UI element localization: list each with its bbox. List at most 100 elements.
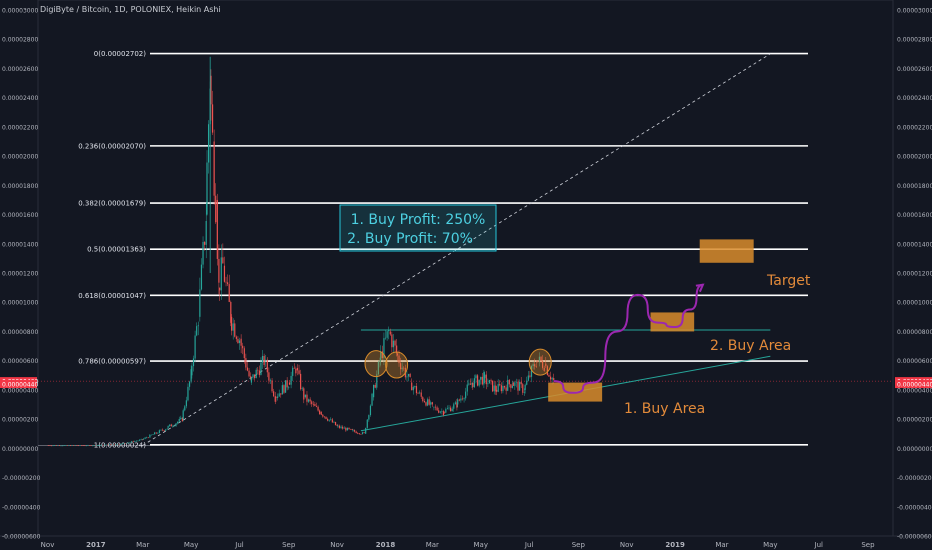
- candle-body: [360, 434, 362, 435]
- candle-body: [84, 445, 86, 447]
- candle-body: [204, 241, 206, 245]
- candle-body: [406, 376, 408, 378]
- candle-body: [61, 445, 64, 447]
- candle-body: [441, 411, 443, 412]
- current-price-label: 0.00000440: [897, 382, 932, 389]
- candle-body: [484, 374, 486, 379]
- candle-body: [137, 440, 139, 442]
- candle-body: [369, 405, 372, 416]
- x-tick-label: Nov: [620, 541, 634, 549]
- y-tick-label-right: -0.00000600: [897, 534, 932, 541]
- candle-body: [463, 398, 465, 400]
- candle-body: [238, 340, 241, 343]
- candle-body: [426, 399, 429, 406]
- candle-body: [471, 383, 473, 385]
- candle-body: [534, 364, 536, 367]
- candle-body: [493, 385, 495, 392]
- profit-line-2: 2. Buy Profit: 70%: [347, 231, 473, 247]
- candle-body: [210, 75, 212, 105]
- candle-body: [457, 399, 459, 405]
- x-axis: Nov 2017 Mar May Jul Sep Nov 2018 Mar May Jul Sep No…: [41, 541, 875, 549]
- zone-target: [699, 239, 754, 263]
- candle-body: [325, 416, 327, 419]
- candle-body: [468, 383, 470, 385]
- candles: [47, 56, 555, 447]
- candle-body: [420, 392, 422, 397]
- candle-body: [211, 104, 214, 133]
- candle-body: [307, 399, 310, 402]
- fib-level-label: 0.786(0.00000597): [78, 358, 146, 366]
- candle-body: [157, 433, 159, 434]
- candle-body: [223, 265, 226, 282]
- candle-body: [250, 377, 253, 383]
- plot-frame: [37, 0, 894, 537]
- candle-body: [368, 415, 370, 420]
- candle-body: [100, 444, 103, 446]
- candle-body: [532, 364, 534, 366]
- y-tick-label-left: 0.00002800: [2, 37, 38, 44]
- candle-body: [88, 445, 91, 446]
- y-tick-label-left: 0.00003000: [2, 8, 38, 15]
- candle-body: [430, 402, 432, 405]
- candle-body: [127, 442, 130, 444]
- candle-body: [121, 443, 123, 445]
- y-tick-label-left: 0.00000400: [2, 387, 38, 394]
- candle-body: [232, 323, 234, 331]
- candle-body: [328, 419, 330, 421]
- candle-body: [102, 444, 104, 446]
- candle-body: [374, 384, 376, 388]
- candle-body: [74, 445, 76, 446]
- candle-body: [165, 429, 167, 431]
- candle-body: [281, 385, 283, 395]
- candle-body: [52, 445, 54, 447]
- candle-body: [448, 407, 450, 409]
- y-tick-label-left: -0.00000400: [2, 504, 41, 511]
- candle-body: [57, 445, 59, 446]
- candle-body: [438, 410, 440, 413]
- candle-body: [192, 358, 195, 367]
- x-tick-label: Jul: [814, 541, 824, 549]
- candle-body: [366, 419, 368, 428]
- fib-levels: 0(0.00002702) 0.236(0.00002070) 0.382(0.00…: [78, 50, 808, 449]
- candle-body: [271, 380, 273, 392]
- x-tick-label: Nov: [41, 541, 55, 549]
- candle-body: [50, 445, 53, 447]
- candle-body: [275, 397, 277, 398]
- label-buy-area-2: 2. Buy Area: [710, 338, 791, 354]
- candle-body: [177, 421, 179, 424]
- candle-body: [456, 402, 458, 408]
- candle-body: [169, 424, 171, 427]
- y-tick-label-left: -0.00000200: [2, 475, 41, 482]
- candle-body: [371, 393, 373, 406]
- candle-body: [160, 429, 162, 431]
- candle-body: [465, 391, 467, 399]
- candle-body: [434, 406, 437, 408]
- candle-body: [431, 402, 433, 405]
- candle-body: [182, 410, 184, 420]
- candle-body: [331, 419, 333, 423]
- candle-body: [389, 331, 391, 335]
- candle-body: [144, 437, 146, 439]
- candle-body: [274, 396, 276, 402]
- candle-body: [327, 418, 329, 421]
- candle-body: [172, 425, 174, 427]
- y-tick-label-left: 0.00000800: [2, 329, 38, 336]
- current-price-badge: [895, 380, 932, 389]
- highlight-circle: [364, 350, 388, 378]
- y-tick-label-left: 0.00001400: [2, 241, 38, 248]
- y-tick-label-left: 0.00001800: [2, 183, 38, 190]
- candle-body: [483, 372, 485, 385]
- candle-body: [111, 444, 114, 446]
- y-tick-label-right: 0.00001000: [897, 300, 932, 307]
- candle-body: [113, 444, 115, 446]
- candle-body: [500, 385, 502, 392]
- candle-body: [178, 418, 180, 422]
- candle-body: [549, 376, 552, 380]
- candle-body: [546, 366, 548, 376]
- candle-body: [219, 287, 221, 291]
- candle-body: [446, 408, 449, 410]
- candle-body: [379, 360, 381, 362]
- candle-body: [376, 374, 378, 388]
- fib-level-label: 0(0.00002702): [94, 50, 146, 58]
